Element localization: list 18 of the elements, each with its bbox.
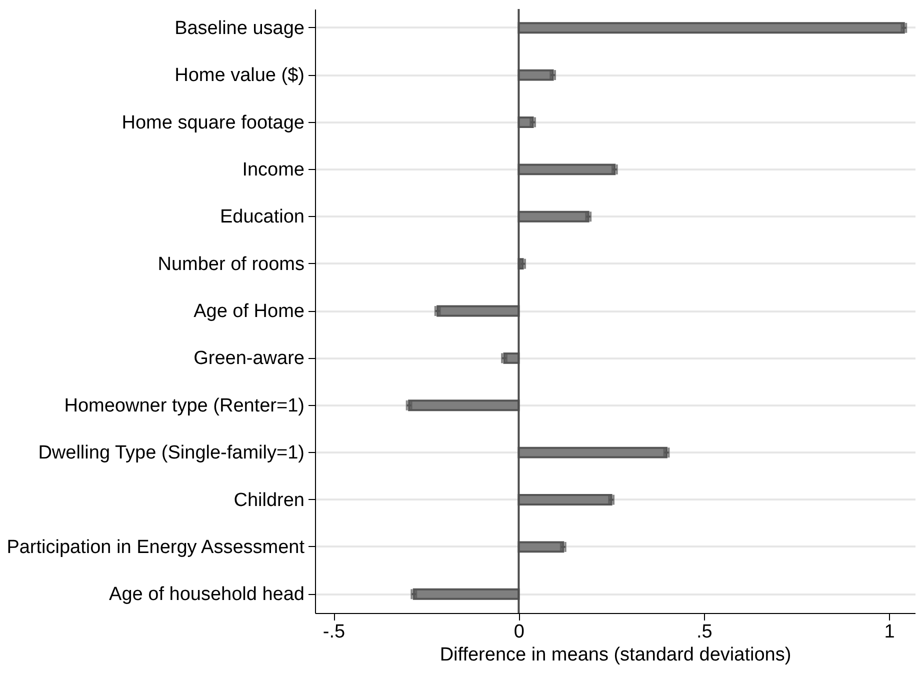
y-tick-label: Education [220,206,304,228]
y-tick-label: Number of rooms [158,254,304,275]
y-tick-label: Income [242,159,304,180]
y-tick-label: Dwelling Type (Single-family=1) [38,442,304,464]
y-tick-label: Home value ($) [174,65,304,86]
x-tick-label: .5 [696,622,712,642]
x-tick-label: -.5 [322,622,346,642]
y-tick-label: Homeowner type (Renter=1) [64,395,304,416]
y-tick-label: Participation in Energy Assessment [6,536,306,558]
x-tick-label: 1 [884,622,895,642]
y-tick-label: Baseline usage [174,18,304,39]
y-tick-label: Age of household head [109,584,304,606]
y-tick-label: Home square footage [122,112,304,134]
x-tick-label: 0 [514,622,524,642]
y-tick-label: Age of Home [194,301,304,322]
x-axis-title: Difference in means (standard deviations) [440,644,792,666]
y-tick-label: Children [234,490,304,511]
y-tick-label: Green-aware [194,348,304,370]
